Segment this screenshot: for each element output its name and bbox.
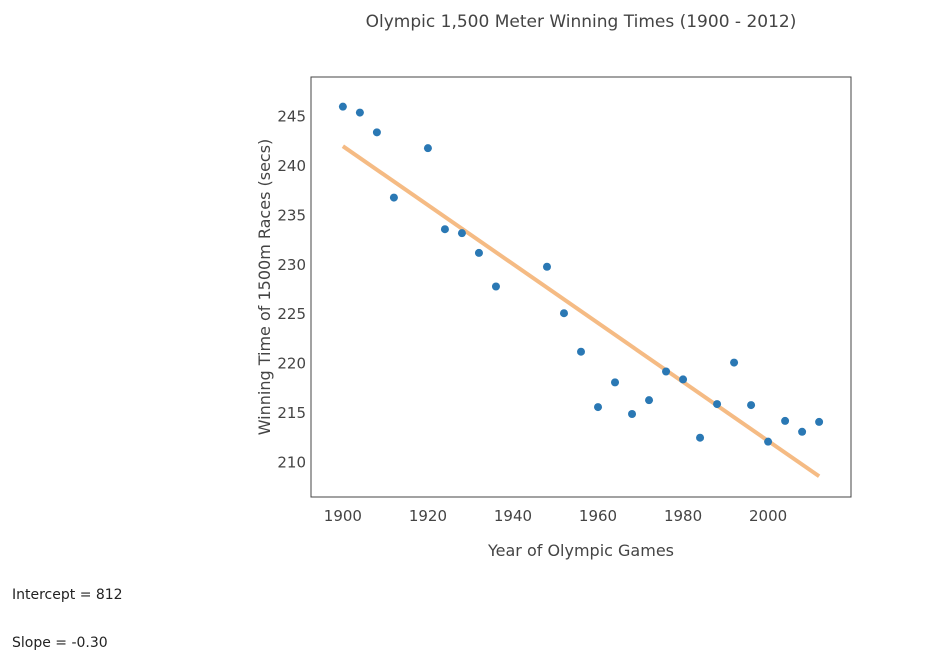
data-point bbox=[679, 375, 688, 384]
data-point bbox=[747, 401, 756, 410]
data-point bbox=[355, 108, 364, 117]
data-point bbox=[798, 427, 807, 436]
x-tick-label: 1960 bbox=[579, 507, 617, 525]
data-point bbox=[474, 248, 483, 257]
x-tick-label: 1900 bbox=[324, 507, 362, 525]
x-tick-label: 2000 bbox=[749, 507, 787, 525]
chart-title: Olympic 1,500 Meter Winning Times (1900 … bbox=[366, 12, 797, 32]
data-point bbox=[542, 262, 551, 271]
x-tick-label: 1920 bbox=[409, 507, 447, 525]
data-point bbox=[559, 309, 568, 318]
y-tick-label: 245 bbox=[277, 108, 306, 126]
data-point bbox=[577, 347, 585, 356]
y-tick-label: 215 bbox=[277, 404, 306, 422]
y-tick-label: 235 bbox=[277, 206, 306, 224]
data-point bbox=[457, 229, 466, 238]
data-point bbox=[764, 437, 773, 446]
data-point bbox=[491, 282, 500, 291]
data-point bbox=[389, 193, 398, 202]
slope-text: Slope = -0.30 bbox=[12, 635, 108, 651]
y-tick-label: 210 bbox=[277, 453, 306, 471]
data-point bbox=[338, 102, 347, 111]
data-point bbox=[645, 396, 654, 405]
data-point bbox=[611, 378, 620, 387]
data-point bbox=[372, 128, 381, 137]
data-point bbox=[730, 358, 739, 367]
data-point bbox=[815, 417, 824, 426]
intercept-text: Intercept = 812 bbox=[12, 587, 123, 603]
data-point bbox=[781, 416, 790, 425]
x-tick-label: 1940 bbox=[494, 507, 532, 525]
x-axis: 1900 1920 1940 1960 1980 2000 bbox=[324, 507, 787, 525]
data-point bbox=[423, 144, 432, 153]
y-axis-title: Winning Time of 1500m Races (secs) bbox=[255, 139, 274, 436]
y-tick-label: 230 bbox=[277, 256, 306, 274]
y-tick-label: 225 bbox=[277, 305, 306, 323]
data-point bbox=[628, 409, 637, 418]
data-point bbox=[594, 403, 603, 412]
y-tick-label: 220 bbox=[277, 355, 306, 373]
y-axis: 210 215 220 225 230 235 240 245 bbox=[277, 108, 306, 472]
x-tick-label: 1980 bbox=[664, 507, 702, 525]
data-point bbox=[696, 433, 705, 442]
data-point bbox=[713, 400, 722, 409]
plot-area bbox=[310, 76, 852, 498]
trend-line bbox=[341, 144, 821, 478]
y-tick-label: 240 bbox=[277, 157, 306, 175]
data-point bbox=[662, 367, 671, 376]
data-point bbox=[440, 225, 449, 234]
data-marks bbox=[338, 102, 824, 478]
x-axis-title: Year of Olympic Games bbox=[487, 541, 674, 560]
